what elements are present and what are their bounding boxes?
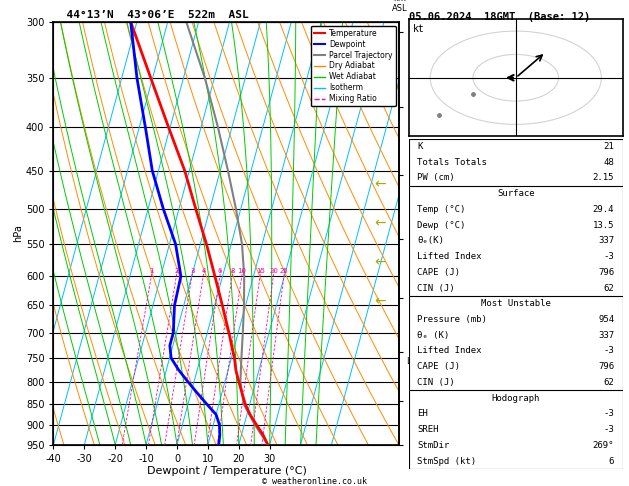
Text: -3: -3 xyxy=(603,425,614,434)
Text: LCL: LCL xyxy=(406,357,421,366)
Text: StmDir: StmDir xyxy=(418,441,450,450)
Text: ←: ← xyxy=(375,256,386,269)
Text: -3: -3 xyxy=(603,347,614,355)
Text: 20: 20 xyxy=(269,268,278,274)
Text: 25: 25 xyxy=(280,268,289,274)
Text: EH: EH xyxy=(418,409,428,418)
Text: 269°: 269° xyxy=(593,441,614,450)
Text: CAPE (J): CAPE (J) xyxy=(418,268,460,277)
Text: 62: 62 xyxy=(603,283,614,293)
Text: CIN (J): CIN (J) xyxy=(418,378,455,387)
Text: 2: 2 xyxy=(175,268,179,274)
Text: 62: 62 xyxy=(603,378,614,387)
Text: SREH: SREH xyxy=(418,425,439,434)
Text: StmSpd (kt): StmSpd (kt) xyxy=(418,457,477,466)
Text: 21: 21 xyxy=(603,142,614,151)
Text: PW (cm): PW (cm) xyxy=(418,174,455,182)
Text: km
ASL: km ASL xyxy=(392,0,407,14)
Text: Lifted Index: Lifted Index xyxy=(418,252,482,261)
Text: 8: 8 xyxy=(230,268,235,274)
Text: 337: 337 xyxy=(598,331,614,340)
Text: 337: 337 xyxy=(598,236,614,245)
Text: 6: 6 xyxy=(609,457,614,466)
Text: 3: 3 xyxy=(190,268,194,274)
Y-axis label: hPa: hPa xyxy=(13,225,23,242)
Text: Surface: Surface xyxy=(497,189,535,198)
Text: K: K xyxy=(418,142,423,151)
Text: 1: 1 xyxy=(150,268,154,274)
Text: 2.15: 2.15 xyxy=(593,174,614,182)
Text: 10: 10 xyxy=(238,268,247,274)
Legend: Temperature, Dewpoint, Parcel Trajectory, Dry Adiabat, Wet Adiabat, Isotherm, Mi: Temperature, Dewpoint, Parcel Trajectory… xyxy=(311,26,396,106)
Text: θₑ(K): θₑ(K) xyxy=(418,236,444,245)
Text: ←: ← xyxy=(375,178,386,191)
Text: Pressure (mb): Pressure (mb) xyxy=(418,315,487,324)
Text: 6: 6 xyxy=(218,268,223,274)
Text: Lifted Index: Lifted Index xyxy=(418,347,482,355)
Text: Totals Totals: Totals Totals xyxy=(418,157,487,167)
Text: 48: 48 xyxy=(603,157,614,167)
Text: Dewp (°C): Dewp (°C) xyxy=(418,221,466,229)
Text: 796: 796 xyxy=(598,362,614,371)
Text: Most Unstable: Most Unstable xyxy=(481,299,551,308)
Text: © weatheronline.co.uk: © weatheronline.co.uk xyxy=(262,477,367,486)
Text: CAPE (J): CAPE (J) xyxy=(418,362,460,371)
Text: 4: 4 xyxy=(201,268,206,274)
Text: Hodograph: Hodograph xyxy=(492,394,540,403)
Text: 05.06.2024  18GMT  (Base: 12): 05.06.2024 18GMT (Base: 12) xyxy=(409,12,590,22)
Y-axis label: Mixing Ratio (g/kg): Mixing Ratio (g/kg) xyxy=(442,193,452,273)
Text: 13.5: 13.5 xyxy=(593,221,614,229)
Text: 796: 796 xyxy=(598,268,614,277)
Text: 29.4: 29.4 xyxy=(593,205,614,214)
Text: 15: 15 xyxy=(256,268,265,274)
Text: 954: 954 xyxy=(598,315,614,324)
Text: ←: ← xyxy=(375,295,386,308)
Text: kt: kt xyxy=(413,24,425,34)
Text: Temp (°C): Temp (°C) xyxy=(418,205,466,214)
X-axis label: Dewpoint / Temperature (°C): Dewpoint / Temperature (°C) xyxy=(147,467,306,476)
Text: 44°13’N  43°06’E  522m  ASL: 44°13’N 43°06’E 522m ASL xyxy=(53,10,249,20)
Text: -3: -3 xyxy=(603,409,614,418)
Text: -3: -3 xyxy=(603,252,614,261)
Text: ←: ← xyxy=(375,217,386,230)
Text: CIN (J): CIN (J) xyxy=(418,283,455,293)
Text: θₑ (K): θₑ (K) xyxy=(418,331,450,340)
